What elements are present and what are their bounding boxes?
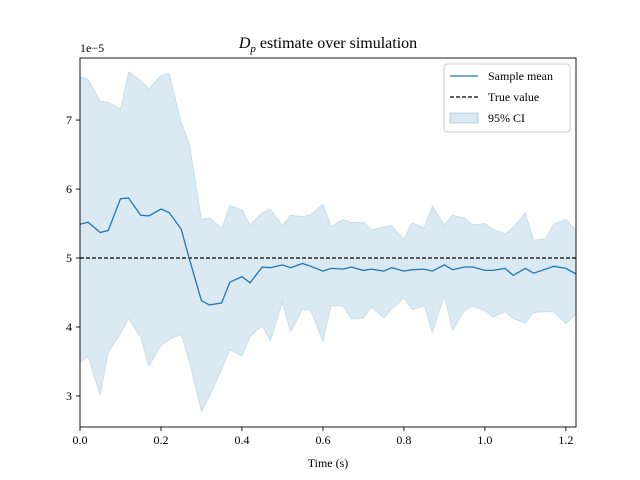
legend-true-value-label: True value (488, 90, 539, 104)
title-text: estimate over simulation (260, 35, 417, 52)
x-tick-label: 0.2 (153, 433, 168, 447)
y-tick-label: 4 (66, 320, 72, 334)
chart-title: Dp estimate over simulation (238, 35, 417, 55)
y-axis-ticks: 3 4 5 6 7 (66, 113, 80, 403)
y-tick-label: 5 (66, 251, 72, 265)
title-math-sub: p (249, 43, 256, 55)
x-axis-ticks: 0.0 0.2 0.4 0.6 0.8 1.0 1.2 (73, 427, 573, 447)
title-math-base: D (238, 35, 251, 52)
legend-sample-mean-label: Sample mean (488, 69, 553, 83)
x-tick-label: 0.0 (73, 433, 88, 447)
y-tick-label: 7 (66, 113, 72, 127)
x-tick-label: 1.2 (558, 433, 573, 447)
x-tick-label: 0.6 (315, 433, 330, 447)
x-tick-label: 0.8 (396, 433, 411, 447)
x-tick-label: 0.4 (234, 433, 249, 447)
x-tick-label: 1.0 (477, 433, 492, 447)
legend-ci-label: 95% CI (488, 111, 525, 125)
y-tick-label: 6 (66, 182, 72, 196)
legend: Sample mean True value 95% CI (443, 63, 571, 133)
legend-box (443, 63, 571, 133)
plot-frame (79, 57, 577, 428)
x-axis-label: Time (s) (308, 456, 349, 470)
sample-mean-line (79, 197, 577, 306)
y-multiplier-label: 1e−5 (80, 41, 104, 55)
y-tick-label: 3 (66, 389, 72, 403)
legend-ci-swatch (449, 112, 479, 124)
